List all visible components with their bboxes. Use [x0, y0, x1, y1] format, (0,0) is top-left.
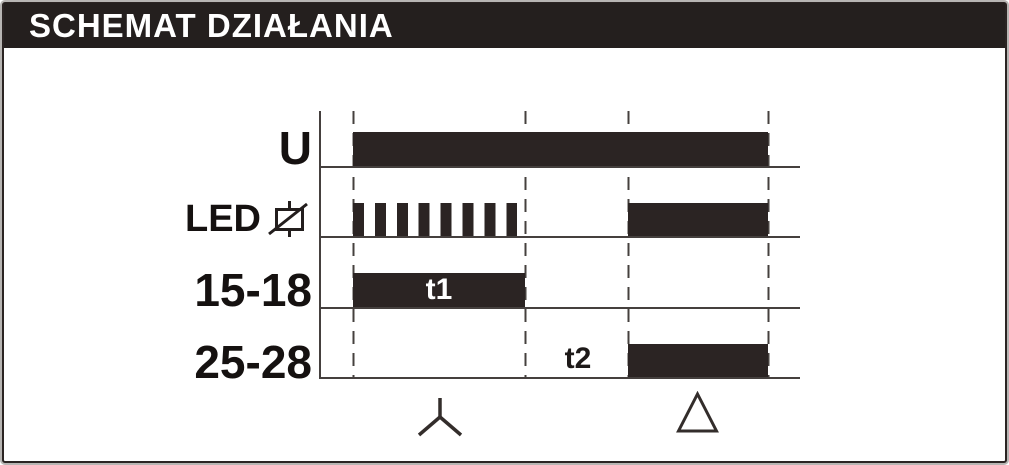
title-bar: SCHEMAT DZIAŁANIA	[4, 3, 1005, 48]
row-label-25-28: 25-28	[194, 336, 312, 388]
signal-bar-led-blinking	[353, 203, 517, 236]
signal-bar-u	[353, 132, 768, 166]
row-label-led: LED	[0, 198, 312, 240]
interval-label-t2: t2	[564, 342, 592, 375]
led-indicator-icon	[268, 201, 308, 237]
page-title: SCHEMAT DZIAŁANIA	[29, 6, 394, 44]
signal-bar-25-28	[628, 344, 768, 377]
signal-bar-15-18: t1	[353, 273, 525, 307]
star-icon	[417, 398, 463, 437]
interval-label-t1: t1	[425, 273, 453, 306]
row-label-u: U	[278, 122, 312, 174]
signal-bar-led-on	[628, 203, 768, 236]
delta-icon	[676, 391, 719, 433]
row-label-led-text: LED	[185, 198, 261, 240]
row-label-15-18: 15-18	[194, 264, 312, 316]
